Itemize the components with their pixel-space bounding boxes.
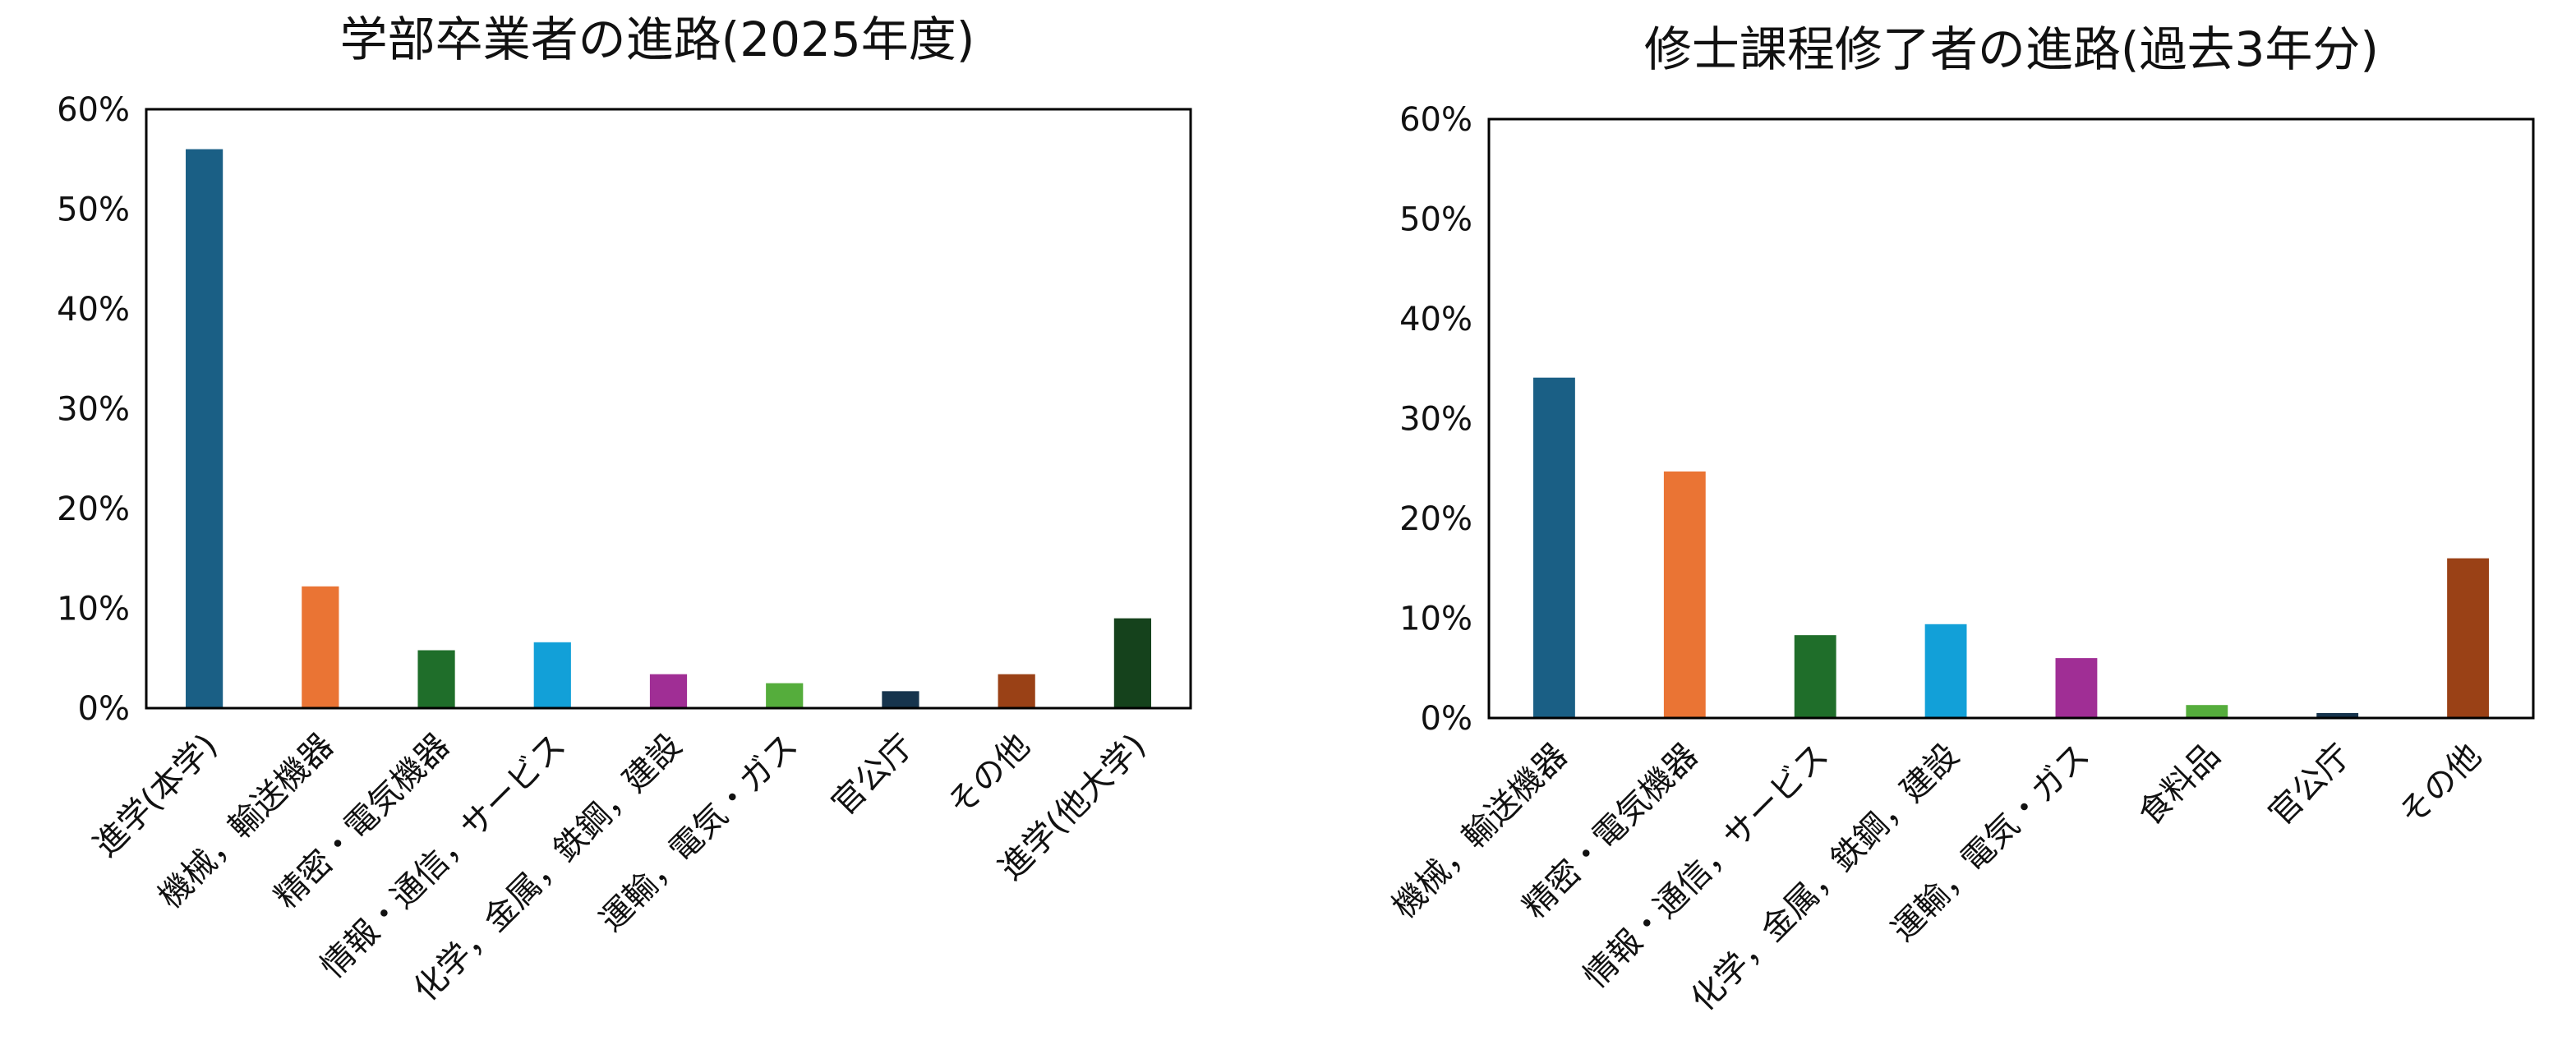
bar [2447,558,2489,718]
undergraduate-career-chart: 学部卒業者の進路(2025年度) 0% 10% 20% 30% 40% 50% 60% 進学… [0,0,1282,1054]
y-tick-label: 50% [1399,201,1472,239]
x-category-label: 情報・通信，サービス [1577,737,1836,996]
x-category-label: 運輸，電気・ガス [592,727,805,940]
plot-frame [1487,117,2535,720]
bar [2186,705,2228,718]
x-category-label: 化学，金属，鉄鋼，建設 [1684,737,1966,1019]
masters-career-chart: 修士課程修了者の進路(過去3年分) 0% 10% 20% 30% 40% 50% 60% 機… [1315,0,2576,1054]
bar [417,650,455,708]
undergraduate-chart-svg: 学部卒業者の進路(2025年度) 0%10%20%30%40%50%60% 進学… [57,12,1192,1009]
bar [649,674,688,708]
y-tick-label: 50% [57,191,130,229]
bar [186,149,223,709]
y-tick-label: 10% [57,591,130,628]
bar [1794,635,1836,718]
bar [998,674,1035,708]
bar [882,691,919,708]
y-tick-label: 0% [78,690,130,728]
bar [2316,712,2359,718]
bar [2055,658,2098,718]
chart-title: 学部卒業者の進路(2025年度) [340,12,975,67]
y-tick-label: 20% [57,490,130,528]
y-tick-label: 40% [57,291,130,329]
y-tick-label: 20% [1399,500,1472,538]
y-tick-label: 40% [1399,301,1472,338]
y-tick-label: 30% [57,391,130,429]
y-tick-label: 30% [1399,401,1472,439]
x-category-label: その他 [2392,737,2488,833]
x-category-label: 官公庁 [2261,737,2357,833]
bar [533,642,571,708]
y-tick-label: 60% [57,91,130,129]
x-category-label: その他 [941,727,1037,823]
y-tick-label: 60% [1399,101,1472,139]
bar [1924,624,1967,718]
chart-title: 修士課程修了者の進路(過去3年分) [1644,21,2379,77]
bar [302,586,339,708]
x-category-label: 官公庁 [825,727,921,823]
x-category-label: 食料品 [2131,737,2228,833]
plot-frame [145,108,1192,710]
bar [766,683,804,708]
bar [1113,618,1151,708]
bar [1663,471,1706,718]
y-tick-label: 0% [1421,700,1472,738]
bar [1533,377,1575,718]
y-tick-label: 10% [1399,601,1472,638]
masters-chart-svg: 修士課程修了者の進路(過去3年分) 0%10%20%30%40%50%60% 機… [1385,21,2535,1019]
